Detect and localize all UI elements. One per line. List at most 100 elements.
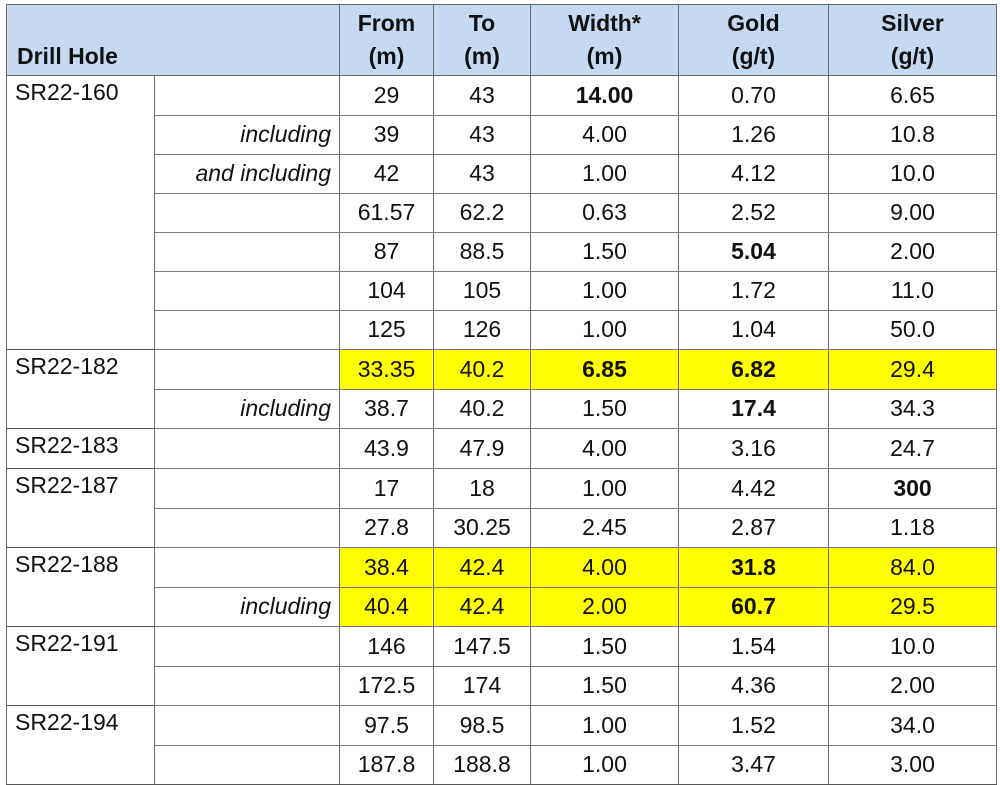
note-cell — [154, 349, 340, 390]
silver-cell: 34.0 — [828, 705, 997, 746]
note-cell: including — [154, 586, 340, 627]
from-cell: 42 — [339, 153, 434, 194]
note-cell — [154, 468, 340, 509]
drill-hole-cell — [6, 193, 155, 232]
note-cell — [154, 507, 340, 548]
to-cell: 42.4 — [433, 586, 531, 627]
width-cell: 1.00 — [530, 744, 679, 785]
gold-cell: 1.52 — [678, 705, 829, 746]
drill-hole-cell: SR22-188 — [6, 547, 155, 587]
gold-cell: 1.26 — [678, 114, 829, 155]
table-row: SR22-160 29 43 14.00 0.70 6.65 — [6, 75, 997, 116]
note-cell — [154, 231, 340, 272]
note-cell: including — [154, 388, 340, 429]
width-cell: 1.00 — [530, 309, 679, 350]
note-cell — [154, 428, 340, 469]
width-cell: 2.00 — [530, 586, 679, 627]
gold-cell: 4.36 — [678, 665, 829, 706]
note-cell — [154, 665, 340, 706]
note-cell — [154, 705, 340, 746]
table-row: SR22-182 33.35 40.2 6.85 6.82 29.4 — [6, 349, 997, 390]
silver-cell: 50.0 — [828, 309, 997, 350]
silver-cell: 9.00 — [828, 192, 997, 233]
from-cell: 40.4 — [339, 586, 434, 627]
drill-hole-cell — [6, 115, 155, 154]
header-silver-label: Silver — [881, 10, 944, 36]
gold-cell: 1.04 — [678, 309, 829, 350]
drill-hole-cell: SR22-183 — [6, 428, 155, 469]
from-cell: 38.4 — [339, 547, 434, 588]
header-to: To (m) — [433, 4, 531, 76]
silver-cell: 10.8 — [828, 114, 997, 155]
gold-cell: 60.7 — [678, 586, 829, 627]
to-cell: 98.5 — [433, 705, 531, 746]
to-cell: 40.2 — [433, 349, 531, 390]
drill-hole-cell: SR22-191 — [6, 626, 155, 666]
gold-cell: 3.16 — [678, 428, 829, 469]
drill-hole-cell: SR22-182 — [6, 349, 155, 389]
silver-cell: 10.0 — [828, 153, 997, 194]
header-silver-unit: (g/t) — [890, 43, 935, 69]
silver-cell: 11.0 — [828, 270, 997, 311]
from-cell: 17 — [339, 468, 434, 509]
header-to-label: To — [468, 10, 496, 36]
silver-cell: 3.00 — [828, 744, 997, 785]
header-from-label: From — [357, 10, 416, 36]
note-cell — [154, 626, 340, 667]
gold-cell: 3.47 — [678, 744, 829, 785]
width-cell: 1.00 — [530, 468, 679, 509]
drill-hole-cell — [6, 666, 155, 706]
from-cell: 146 — [339, 626, 434, 667]
to-cell: 40.2 — [433, 388, 531, 429]
silver-cell: 34.3 — [828, 388, 997, 429]
silver-cell: 2.00 — [828, 231, 997, 272]
from-cell: 27.8 — [339, 507, 434, 548]
table-row: including 38.7 40.2 1.50 17.4 34.3 — [6, 388, 997, 429]
drill-hole-cell — [6, 232, 155, 271]
table-row: including 40.4 42.4 2.00 60.7 29.5 — [6, 586, 997, 627]
header-gold: Gold (g/t) — [678, 4, 829, 76]
table-row: SR22-191 146 147.5 1.50 1.54 10.0 — [6, 626, 997, 667]
from-cell: 43.9 — [339, 428, 434, 469]
silver-cell: 1.18 — [828, 507, 997, 548]
header-gold-unit: (g/t) — [731, 43, 776, 69]
header-from-unit: (m) — [368, 43, 405, 69]
table-row: SR22-187 17 18 1.00 4.42 300 — [6, 468, 997, 509]
note-cell — [154, 547, 340, 588]
drill-hole-cell: SR22-160 — [6, 75, 155, 115]
header-row: Drill Hole From (m) To (m) Width* (m) Go… — [6, 4, 997, 76]
to-cell: 105 — [433, 270, 531, 311]
drill-hole-cell — [6, 389, 155, 429]
table-row: SR22-183 43.9 47.9 4.00 3.16 24.7 — [6, 428, 997, 469]
to-cell: 30.25 — [433, 507, 531, 548]
to-cell: 62.2 — [433, 192, 531, 233]
header-from: From (m) — [339, 4, 434, 76]
from-cell: 29 — [339, 75, 434, 116]
to-cell: 47.9 — [433, 428, 531, 469]
width-cell: 1.50 — [530, 231, 679, 272]
gold-cell: 6.82 — [678, 349, 829, 390]
note-cell — [154, 309, 340, 350]
from-cell: 39 — [339, 114, 434, 155]
header-gold-label: Gold — [727, 10, 780, 36]
header-width: Width* (m) — [530, 4, 679, 76]
to-cell: 174 — [433, 665, 531, 706]
note-cell — [154, 270, 340, 311]
table-row: 187.8 188.8 1.00 3.47 3.00 — [6, 744, 997, 785]
gold-cell: 2.52 — [678, 192, 829, 233]
drill-hole-cell — [6, 154, 155, 193]
table-row: 87 88.5 1.50 5.04 2.00 — [6, 231, 997, 272]
from-cell: 125 — [339, 309, 434, 350]
width-cell: 1.00 — [530, 270, 679, 311]
to-cell: 88.5 — [433, 231, 531, 272]
from-cell: 38.7 — [339, 388, 434, 429]
drill-hole-cell — [6, 271, 155, 310]
from-cell: 172.5 — [339, 665, 434, 706]
silver-cell: 6.65 — [828, 75, 997, 116]
gold-cell: 5.04 — [678, 231, 829, 272]
note-cell: including — [154, 114, 340, 155]
to-cell: 18 — [433, 468, 531, 509]
from-cell: 61.57 — [339, 192, 434, 233]
width-cell: 1.00 — [530, 705, 679, 746]
table-row: 125 126 1.00 1.04 50.0 — [6, 309, 997, 350]
